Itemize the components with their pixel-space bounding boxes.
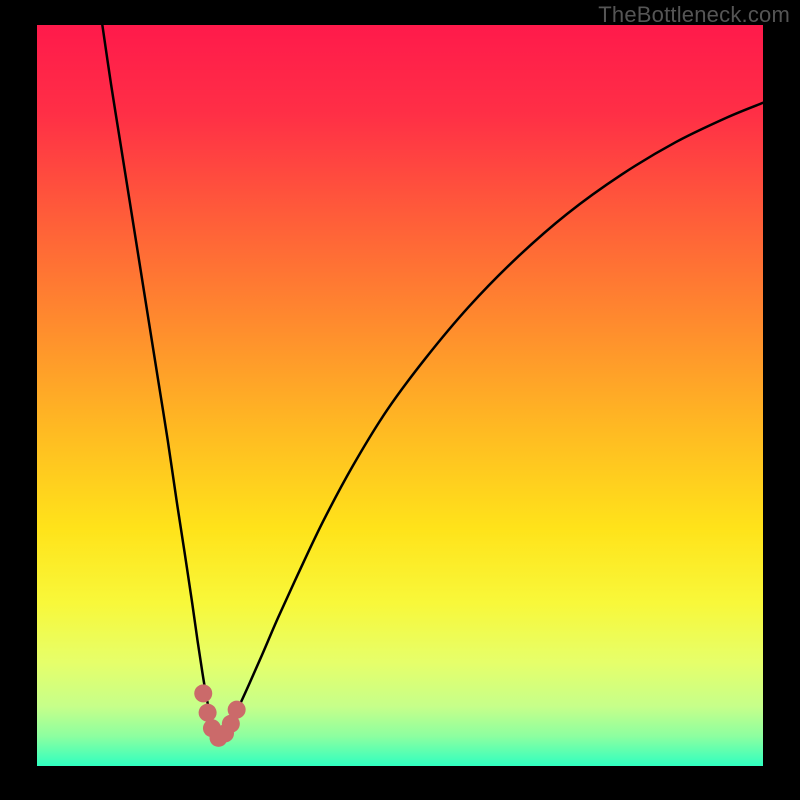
dip-marker (228, 701, 246, 719)
curve-svg-layer (37, 25, 763, 766)
plot-area (37, 25, 763, 766)
watermark-text: TheBottleneck.com (598, 2, 790, 28)
dip-marker (194, 684, 212, 702)
canvas: TheBottleneck.com (0, 0, 800, 800)
dip-marker (199, 704, 217, 722)
curve-left_branch (102, 25, 218, 740)
curve-right_branch (219, 103, 764, 740)
